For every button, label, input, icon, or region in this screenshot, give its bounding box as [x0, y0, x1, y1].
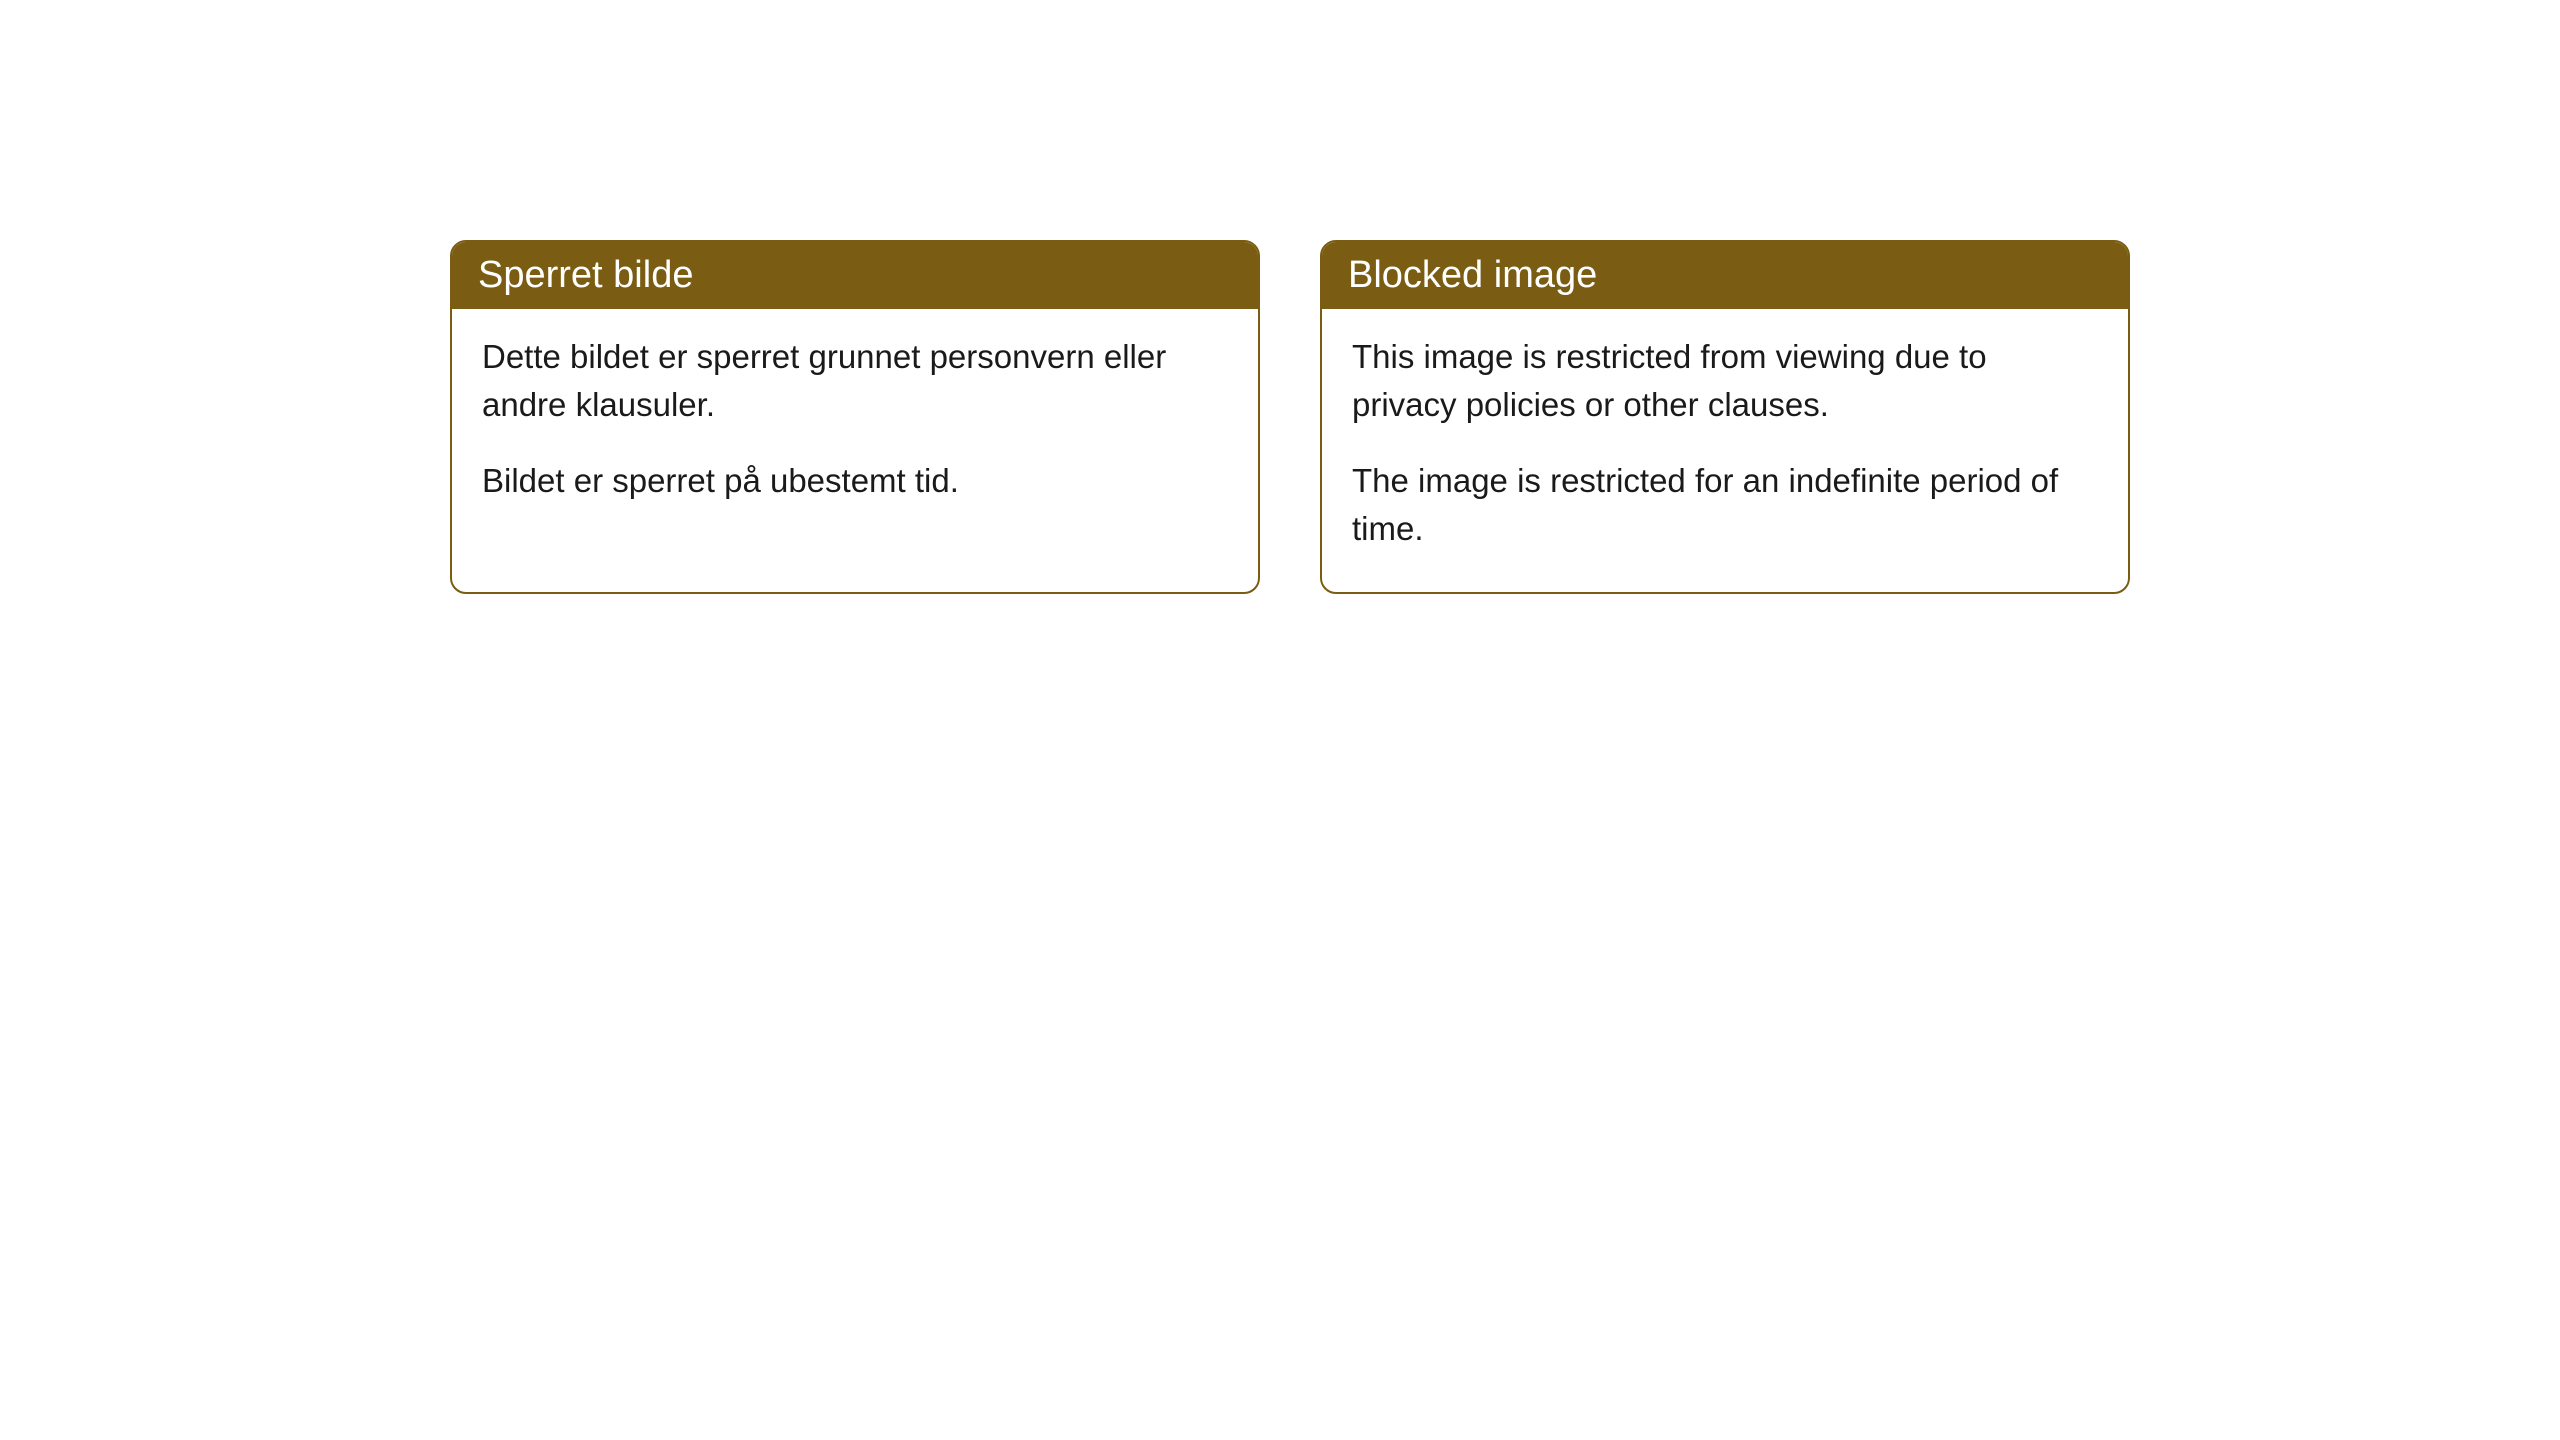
card-title: Blocked image: [1348, 254, 1597, 296]
card-header-english: Blocked image: [1322, 242, 2128, 309]
card-body-english: This image is restricted from viewing du…: [1322, 309, 2128, 592]
card-body-norwegian: Dette bildet er sperret grunnet personve…: [452, 309, 1258, 545]
card-title: Sperret bilde: [478, 254, 693, 296]
card-paragraph: Dette bildet er sperret grunnet personve…: [482, 333, 1228, 429]
blocked-image-card-norwegian: Sperret bilde Dette bildet er sperret gr…: [450, 240, 1260, 594]
card-header-norwegian: Sperret bilde: [452, 242, 1258, 309]
card-container: Sperret bilde Dette bildet er sperret gr…: [0, 0, 2560, 594]
blocked-image-card-english: Blocked image This image is restricted f…: [1320, 240, 2130, 594]
card-paragraph: This image is restricted from viewing du…: [1352, 333, 2098, 429]
card-paragraph: Bildet er sperret på ubestemt tid.: [482, 457, 1228, 505]
card-paragraph: The image is restricted for an indefinit…: [1352, 457, 2098, 553]
